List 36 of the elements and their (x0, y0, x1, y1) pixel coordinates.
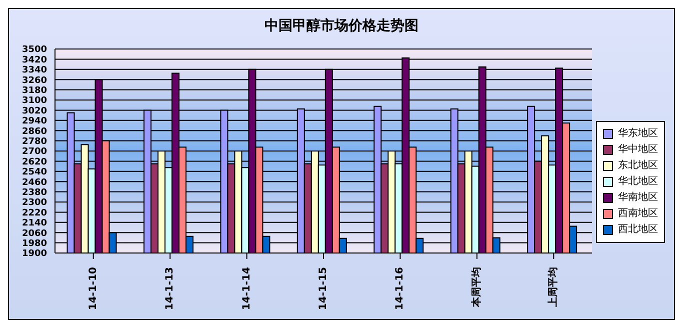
y-tick-label: 1980 (22, 238, 47, 249)
legend-label: 华北地区 (618, 174, 658, 189)
y-tick-label: 2300 (22, 198, 47, 208)
y-tick-label: 3420 (22, 55, 47, 66)
y-tick-label: 2780 (22, 136, 47, 147)
legend-label: 华东地区 (618, 126, 658, 141)
y-tick-label: 3260 (22, 76, 47, 86)
x-tick-label: 14-1-15 (318, 266, 329, 310)
y-tick-label: 2540 (22, 168, 47, 178)
legend-label: 华南地区 (618, 190, 658, 205)
legend-label: 西南地区 (618, 206, 658, 221)
y-tick-label: 2700 (22, 147, 47, 158)
y-tick-label: 3100 (22, 96, 47, 106)
x-tick-label: 14-1-14 (241, 266, 252, 310)
y-tick-label: 1900 (22, 249, 47, 260)
legend-label: 华中地区 (618, 142, 658, 157)
x-tick-label: 14-1-10 (88, 266, 99, 310)
y-tick-label: 2860 (22, 126, 47, 137)
y-tick-label: 2140 (22, 218, 47, 229)
chart-title: 中国甲醇市场价格走势图 (264, 16, 420, 36)
x-tick-label: 14-1-16 (394, 266, 406, 310)
legend-label: 东北地区 (618, 158, 658, 173)
y-tick-label: 2620 (22, 157, 47, 168)
y-tick-label: 3020 (22, 106, 47, 116)
y-tick-label: 3500 (22, 45, 47, 56)
y-tick-label: 2460 (22, 178, 47, 188)
y-tick-label: 2380 (22, 188, 47, 198)
x-tick-label: 上周平均 (547, 267, 560, 308)
x-tick-label: 14-1-13 (164, 266, 176, 310)
legend-label: 西北地区 (618, 222, 658, 237)
y-tick-label: 3180 (22, 86, 47, 96)
x-tick-label: 本周平均 (470, 267, 482, 308)
y-tick-label: 3340 (22, 66, 47, 76)
y-tick-label: 2940 (22, 116, 47, 127)
y-tick-label: 2060 (22, 228, 47, 239)
y-tick-label: 2220 (22, 208, 47, 218)
